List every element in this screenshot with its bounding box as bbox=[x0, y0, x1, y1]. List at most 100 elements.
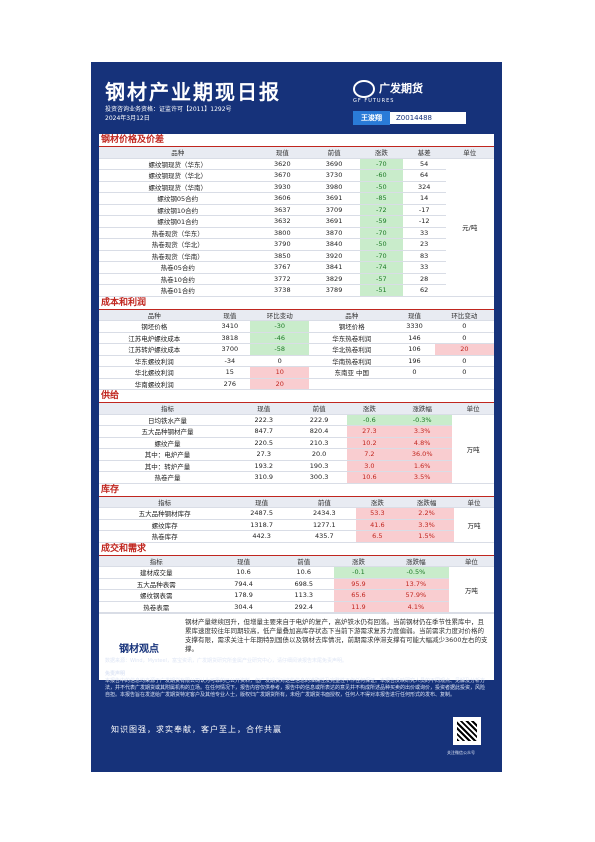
table-cell: 33 bbox=[402, 227, 446, 239]
report-content: 钢材价格及价差 品种 现值 前值 涨跌 基差 单位 螺纹钢现货（华东） 3620 3690 -70… bbox=[99, 134, 494, 680]
table-header-cell: 涨跌 bbox=[359, 147, 403, 159]
table-row: 热卷现货（华东） 3800 3870 -70 33 bbox=[99, 227, 494, 239]
table-cell: 螺纹钢表需 bbox=[99, 589, 214, 602]
table-cell: 3829 bbox=[308, 273, 360, 285]
qr-code-icon bbox=[453, 717, 481, 745]
table-cell: 7.2 bbox=[346, 448, 392, 461]
table-header-cell: 环比变动 bbox=[434, 309, 494, 321]
table-cell: 1318.7 bbox=[230, 519, 293, 531]
table-header-cell: 品种 bbox=[99, 147, 257, 159]
table-cell: 27.3 bbox=[346, 425, 392, 438]
table-cell: 3670 bbox=[256, 169, 309, 182]
table-header-cell: 涨跌幅 bbox=[399, 496, 455, 508]
disclaimer-text: 本报告中的信息均来源于广发期货有限公司认为可靠的已公开资料，但广发期货对这些信息… bbox=[105, 678, 486, 698]
table-cell: 五大品种钢材产量 bbox=[99, 425, 237, 438]
table-cell: 62 bbox=[402, 284, 446, 297]
table-cell: 热卷10合约 bbox=[99, 273, 257, 285]
table-cell: -50 bbox=[359, 238, 403, 251]
table-cell: 3690 bbox=[308, 158, 360, 170]
logo-icon bbox=[353, 80, 375, 98]
table-cell: -85 bbox=[359, 192, 403, 205]
table-row: 五大品种钢材产量 847.7 820.4 27.3 3.3% bbox=[99, 425, 494, 438]
table-cell: 33 bbox=[402, 261, 446, 274]
qr-caption: 关注微信公众号 bbox=[447, 750, 475, 755]
table-cell: 热卷表需 bbox=[99, 601, 214, 613]
table-cell: 20 bbox=[434, 343, 494, 356]
table-header-cell: 涨跌 bbox=[333, 555, 384, 567]
company-logo: 广发期货 GF FUTURES bbox=[353, 80, 423, 104]
data-source: 数据来源：Wind，Mysteel，富宝资讯，广发期货研究所金属产业研究中心，请… bbox=[105, 658, 347, 664]
table-cell: 热卷库存 bbox=[99, 530, 231, 543]
table-cell: 2434.3 bbox=[292, 507, 356, 520]
table-header-row: 品种 现值 前值 涨跌 基差 单位 bbox=[99, 147, 494, 159]
table-cell: 6.5 bbox=[355, 530, 400, 543]
table-cell: 193.2 bbox=[236, 460, 292, 472]
table-cell: 3841 bbox=[308, 261, 360, 274]
table-cell: 3870 bbox=[308, 227, 360, 239]
table-row: 螺纹钢05合约 3606 3691 -85 14 bbox=[99, 192, 494, 205]
table-cell: 83 bbox=[402, 250, 446, 262]
table-cell: -17 bbox=[402, 204, 446, 216]
table-cell: 日均铁水产量 bbox=[99, 414, 237, 426]
table-cell: 435.7 bbox=[292, 530, 356, 543]
table-cell: 0 bbox=[434, 332, 494, 344]
table-row: 华北螺纹利润 15 10 东南亚 中国 0 0 bbox=[99, 366, 494, 379]
table-cell bbox=[394, 378, 435, 390]
table-header-cell: 环比变动 bbox=[250, 309, 310, 321]
table-cell: 0 bbox=[394, 366, 435, 379]
table-row: 螺纹钢现货（华东） 3620 3690 -70 54 元/吨 bbox=[99, 158, 494, 297]
table-header-cell: 涨跌 bbox=[355, 496, 400, 508]
table-cell: 螺纹产量 bbox=[99, 437, 237, 449]
table-cell: -57 bbox=[359, 273, 403, 285]
table-cell: 华东螺纹利润 bbox=[99, 355, 210, 367]
table-cell: 304.4 bbox=[213, 601, 274, 613]
table-cell: -51 bbox=[359, 284, 403, 297]
viewpoint-label: 钢材观点 bbox=[119, 643, 159, 655]
table-cell: 3800 bbox=[256, 227, 309, 239]
table-header-cell: 指标 bbox=[99, 555, 214, 567]
report-date: 2024年3月12日 bbox=[105, 115, 150, 122]
table-cell: -70 bbox=[359, 227, 403, 239]
table-cell: 1277.1 bbox=[292, 519, 356, 531]
table-cell: 0 bbox=[434, 355, 494, 367]
table-cell: 钢坯价格 bbox=[309, 320, 395, 333]
table-cell: 3730 bbox=[308, 169, 360, 182]
table-header-cell: 涨跌幅 bbox=[392, 403, 453, 415]
table-cell: 建材成交量 bbox=[99, 566, 214, 579]
table-cell: 820.4 bbox=[291, 425, 347, 438]
table-cell: -46 bbox=[250, 332, 310, 344]
table-cell: 54 bbox=[402, 158, 446, 170]
table-cell: 27.3 bbox=[236, 448, 292, 461]
table-header-row: 品种 现值 环比变动 品种 现值 环比变动 bbox=[99, 309, 494, 321]
table-cell: 698.5 bbox=[273, 578, 334, 590]
table-cell: 螺纹钢10合约 bbox=[99, 204, 257, 216]
table-header-cell: 现值 bbox=[236, 403, 292, 415]
table-row: 热卷01合约 3738 3789 -51 62 bbox=[99, 284, 494, 297]
table-cell: 2487.5 bbox=[230, 507, 293, 520]
table-cell: 江苏电炉螺纹成本 bbox=[99, 332, 210, 344]
table-cell: 95.9 bbox=[333, 578, 384, 590]
table-cell: 3789 bbox=[308, 284, 360, 297]
table-row: 其中：转炉产量 193.2 190.3 3.0 1.6% bbox=[99, 460, 494, 472]
table-cell: 东南亚 中国 bbox=[309, 366, 395, 379]
table-cell: 3330 bbox=[394, 320, 435, 333]
table-header-cell: 单位 bbox=[448, 555, 494, 567]
table-header-cell: 现值 bbox=[256, 147, 309, 159]
table-cell: 41.6 bbox=[355, 519, 400, 531]
table-cell: 华北螺纹利润 bbox=[99, 366, 210, 379]
table-cell: 324 bbox=[402, 181, 446, 193]
inventory-table: 指标 现值 前值 涨跌 涨跌幅 单位 五大品种钢材库存 2487.5 2434.3 53.3 2.2… bbox=[99, 496, 494, 543]
table-cell: -0.3% bbox=[392, 414, 453, 426]
table-header-cell: 指标 bbox=[99, 496, 231, 508]
table-cell: 3790 bbox=[256, 238, 309, 251]
table-row: 五大品种钢材库存 2487.5 2434.3 53.3 2.2% 万吨 bbox=[99, 507, 494, 543]
table-cell: 万吨 bbox=[448, 566, 494, 613]
table-cell: 794.4 bbox=[213, 578, 274, 590]
table-cell: 3840 bbox=[308, 238, 360, 251]
table-cell: -70 bbox=[359, 250, 403, 262]
cost-table: 品种 现值 环比变动 品种 现值 环比变动 钢坯价格 3410 -30 钢坯价格 3330 0 江苏电炉… bbox=[99, 309, 494, 391]
table-cell: -58 bbox=[250, 343, 310, 356]
report-page: 钢材产业期现日报 投资咨询业务资格：证监许可【2011】1292号 2024年3… bbox=[91, 62, 502, 772]
table-cell: 万吨 bbox=[452, 414, 494, 484]
table-cell: 其中：电炉产量 bbox=[99, 448, 237, 461]
